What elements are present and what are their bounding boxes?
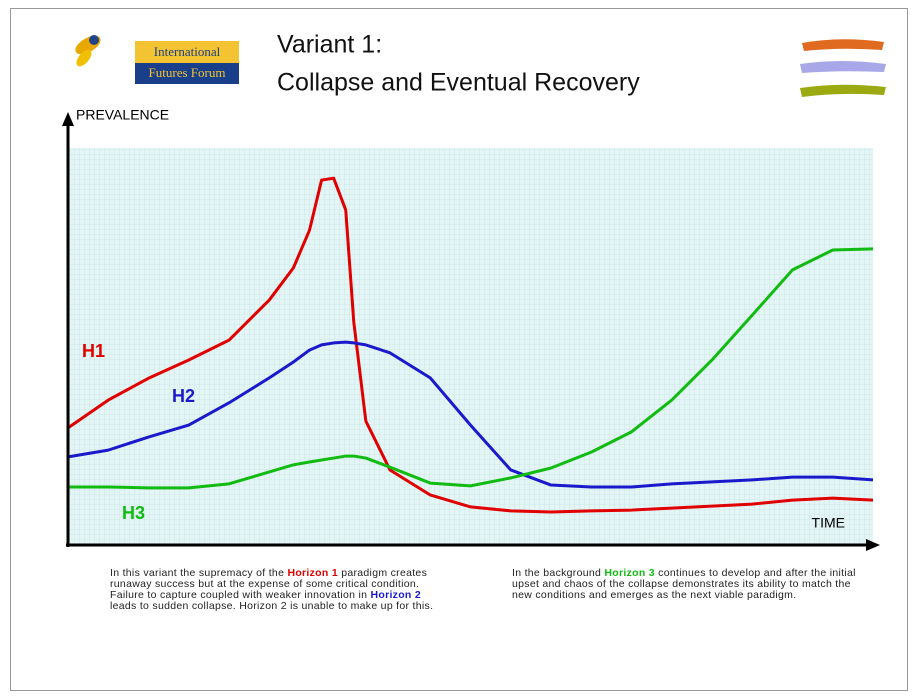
series-line [68,247,874,490]
series-line [67,340,874,489]
note-emphasis: Horizon 3 [604,567,655,579]
logo: International Futures Forum [75,35,239,84]
slide [10,8,908,691]
y-axis-label: PREVALENCE [76,107,169,123]
x-arrow [866,539,880,551]
note-text: In this variant the supremacy of the [110,567,288,579]
series-label: H1 [82,341,105,361]
note-right: In the background Horizon 3 continues to… [512,568,872,601]
title: Collapse and Eventual Recovery [277,69,640,97]
note-text: leads to sudden collapse. Horizon 2 is u… [110,600,434,612]
note-emphasis: Horizon 2 [370,589,422,601]
note-text: paradigm creates runaway success but at … [110,567,428,601]
note-left: In this variant the supremacy of the Hor… [110,568,450,612]
title: Variant 1: [277,31,382,59]
series-label: H2 [172,386,195,406]
note-emphasis: Horizon 1 [287,567,338,579]
note-text: In the background [512,567,605,579]
note-text: continues to develop and after the initi… [512,567,856,601]
series-label: H3 [122,503,145,523]
series-line [67,176,874,514]
plot-area [68,148,873,545]
y-arrow [62,112,74,126]
x-axis-label: TIME [812,515,845,531]
logo-text: International [154,44,221,59]
brush-strokes [800,39,886,97]
logo-text: Futures Forum [149,65,226,80]
